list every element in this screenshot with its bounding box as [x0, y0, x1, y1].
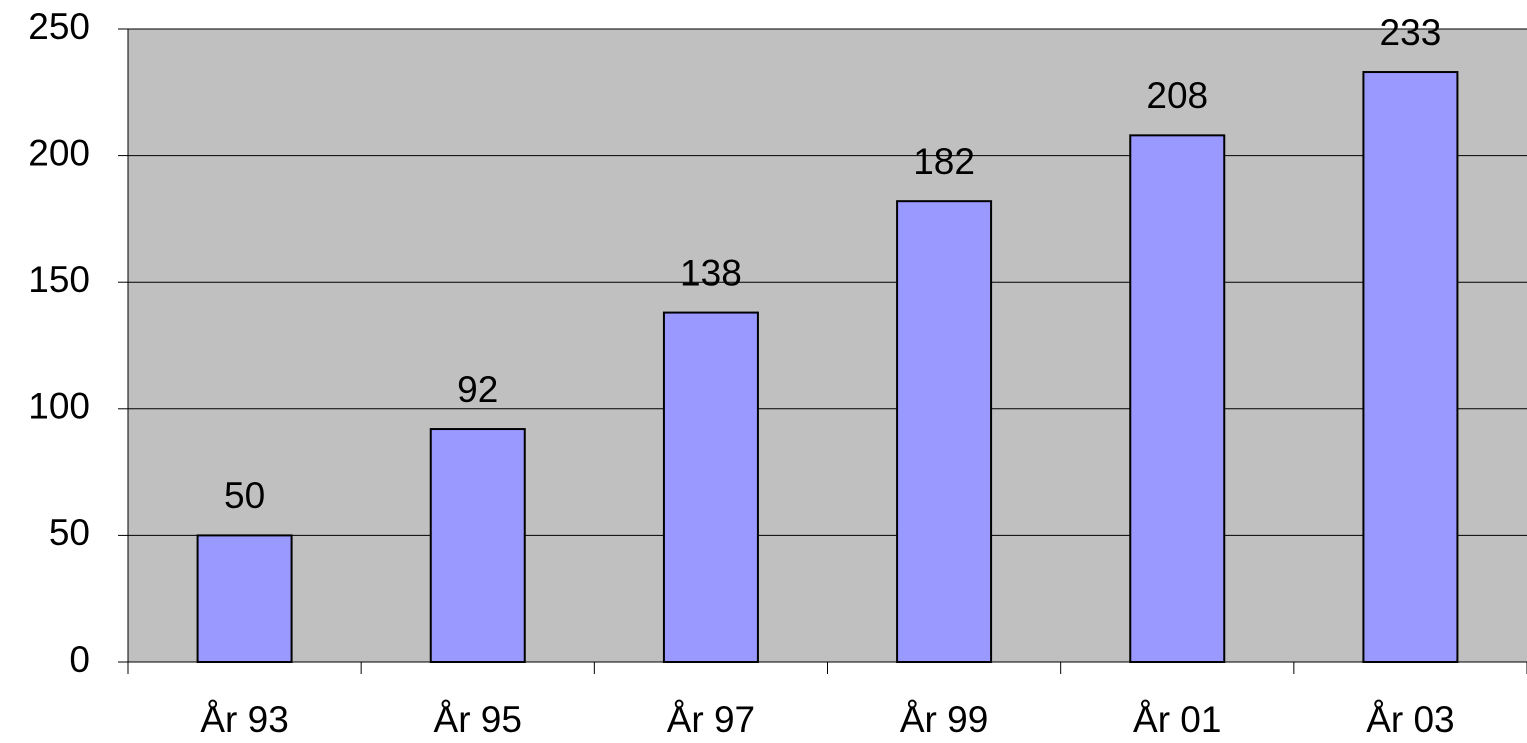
data-label: 138 — [680, 252, 742, 293]
bar — [1129, 134, 1226, 663]
y-tick-label: 200 — [28, 132, 90, 173]
x-tick-label: År 95 — [434, 699, 522, 740]
y-tick-label: 250 — [28, 6, 90, 47]
bar — [429, 428, 526, 663]
data-label: 50 — [224, 475, 265, 516]
data-label: 92 — [457, 369, 498, 410]
data-label: 233 — [1380, 12, 1442, 53]
plot-area — [128, 29, 1527, 662]
bar — [662, 311, 759, 663]
y-tick-label: 0 — [69, 639, 90, 680]
y-tick-label: 100 — [28, 386, 90, 427]
bar — [196, 534, 293, 664]
bar — [1362, 71, 1459, 663]
data-label: 182 — [913, 141, 975, 182]
x-tick-label: År 93 — [200, 699, 288, 740]
y-tick-label: 150 — [28, 259, 90, 300]
x-tick-label: År 01 — [1133, 699, 1221, 740]
bar — [896, 200, 993, 663]
x-tick-label: År 03 — [1366, 699, 1454, 740]
x-tick-label: År 99 — [900, 699, 988, 740]
y-tick-label: 50 — [49, 512, 90, 553]
x-tick-label: År 97 — [667, 699, 755, 740]
data-label: 208 — [1146, 75, 1208, 116]
